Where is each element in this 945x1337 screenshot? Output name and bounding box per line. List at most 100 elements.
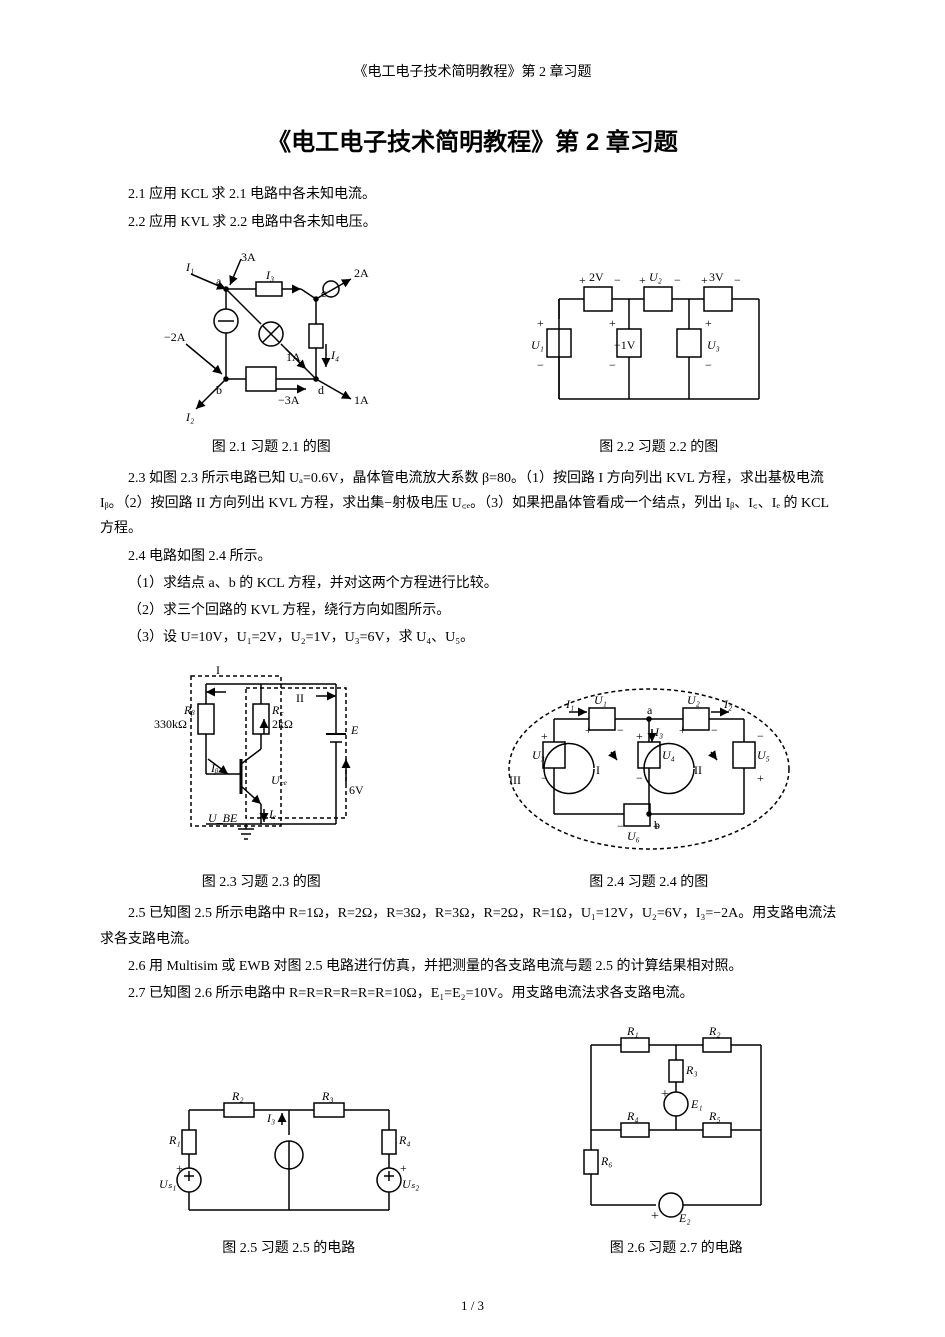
circuit-2-6-svg: + + R₁ R₂ R₃ E₁ R₄ R₅ R₆ E₂ (561, 1020, 791, 1230)
figure-row-2: I II Rᵦ 330kΩ R꜀ 2kΩ E 6V U_BE U꜀ₑ Iᵦ Iₑ… (100, 664, 845, 895)
svg-text:−: − (636, 771, 643, 785)
label-r4b: R₄ (626, 1109, 639, 1123)
running-head: 《电工电子技术简明教程》第 2 章习题 (100, 60, 845, 85)
page: 《电工电子技术简明教程》第 2 章习题 《电工电子技术简明教程》第 2 章习题 … (0, 0, 945, 1337)
label-3a: 3A (241, 250, 256, 264)
caption-2-1: 图 2.1 习题 2.1 的图 (212, 435, 331, 460)
svg-text:−: − (617, 723, 624, 737)
problem-2-4-head: 2.4 电路如图 2.4 所示。 (100, 544, 845, 569)
svg-text:−: − (705, 358, 712, 372)
svg-text:−: − (614, 273, 621, 287)
label-r5b: R₅ (708, 1109, 721, 1123)
caption-2-4: 图 2.4 习题 2.4 的图 (589, 870, 708, 895)
label-u5r: U₅ (757, 748, 770, 762)
page-number: 1 / 3 (0, 1294, 945, 1317)
label-rc: R꜀ (271, 703, 284, 717)
caption-2-6: 图 2.6 习题 2.7 的电路 (610, 1236, 743, 1261)
svg-text:−: − (537, 358, 544, 372)
label-e: E (350, 723, 359, 737)
label-i2: I₂ (185, 410, 194, 424)
label-uce: U꜀ₑ (271, 773, 287, 787)
svg-text:+: + (661, 1087, 669, 1102)
figure-2-6: + + R₁ R₂ R₃ E₁ R₄ R₅ R₆ E₂ 图 2.6 习题 2.7… (561, 1020, 791, 1261)
label-r6b: R₆ (600, 1154, 613, 1168)
label-r1b: R₁ (626, 1024, 639, 1038)
circuit-2-1-svg: a c b d I₁ I₂ I₃ I₄ 3A 2A −2A 1A −3A 1A (156, 249, 386, 429)
label-loop-i: I (216, 664, 220, 677)
label-1a: 1A (286, 350, 301, 364)
label-ube: U_BE (208, 811, 238, 825)
label-i3: I₃ (265, 268, 274, 282)
label-2a: 2A (354, 266, 369, 280)
figure-2-4: a b U₁ U₂ U₃ U₄ U₅ U₆ I₁ I₂ I₃ I II III … (499, 674, 799, 895)
label-r1: R₁ (168, 1133, 181, 1147)
svg-text:+: + (651, 1209, 659, 1224)
label-m2a: −2A (164, 330, 186, 344)
label-loop-ii: II (296, 691, 304, 705)
label-i1: I₁ (185, 260, 194, 274)
label-d: d (318, 383, 324, 397)
problem-2-2: 2.2 应用 KVL 求 2.2 电路中各未知电压。 (100, 210, 845, 235)
svg-text:+: + (541, 729, 548, 743)
label-rb: Rᵦ (183, 703, 195, 717)
problem-2-7: 2.7 已知图 2.6 所示电路中 R=R=R=R=R=R=10Ω，E₁=E₂=… (100, 981, 845, 1006)
svg-text:−: − (734, 273, 741, 287)
main-title: 《电工电子技术简明教程》第 2 章习题 (100, 121, 845, 164)
label-u6b: U₆ (627, 829, 640, 843)
label-r2: R₂ (231, 1089, 244, 1103)
label-3v: 3V (709, 270, 724, 284)
problem-2-4-3: （3）设 U=10V，U₁=2V，U₂=1V，U₃=6V，求 U₄、U₅。 (100, 625, 845, 650)
label-loop-iii: III (509, 773, 521, 787)
svg-text:−: − (674, 273, 681, 287)
label-i3c: I₃ (266, 1111, 275, 1125)
svg-text:+: + (636, 729, 643, 743)
svg-text:+: + (639, 273, 646, 287)
svg-text:+: + (701, 273, 708, 287)
label-u1t: U₁ (594, 693, 607, 707)
label-a: a (216, 274, 222, 288)
svg-text:+: + (757, 771, 764, 785)
figure-2-1: a c b d I₁ I₂ I₃ I₄ 3A 2A −2A 1A −3A 1A … (156, 249, 386, 460)
label-c: c (321, 286, 326, 300)
svg-text:+: + (537, 316, 544, 330)
label-u2t: U₂ (687, 693, 700, 707)
problem-2-1: 2.1 应用 KCL 求 2.1 电路中各未知电流。 (100, 182, 845, 207)
label-ib: Iᵦ (210, 761, 219, 775)
svg-text:+: + (585, 723, 592, 737)
svg-text:+: + (400, 1161, 407, 1175)
label-u4c: U₄ (662, 748, 675, 762)
svg-text:+: + (176, 1161, 183, 1175)
label-m3a: −3A (278, 393, 300, 407)
label-1a-b: 1A (354, 393, 369, 407)
problem-2-3: 2.3 如图 2.3 所示电路已知 Uₐ=0.6V，晶体管电流放大系数 β=80… (100, 466, 845, 542)
label-r4: R₄ (398, 1133, 411, 1147)
svg-text:−: − (609, 358, 616, 372)
label-loop-i: I (596, 763, 600, 777)
label-e2: E₂ (678, 1211, 691, 1225)
caption-2-3: 图 2.3 习题 2.3 的图 (202, 870, 321, 895)
svg-text:−: − (617, 819, 624, 833)
label-e-val: 6V (349, 783, 364, 797)
svg-text:+: + (679, 723, 686, 737)
label-us2: Uₛ₂ (402, 1177, 419, 1191)
label-m1v: −1V (614, 338, 636, 352)
label-e1: E₁ (690, 1097, 703, 1111)
svg-text:−: − (757, 729, 764, 743)
label-ie: Iₑ (268, 807, 276, 821)
svg-text:+: + (705, 316, 712, 330)
label-rb-val: 330kΩ (154, 717, 187, 731)
svg-text:+: + (653, 819, 660, 833)
circuit-2-3-svg: I II Rᵦ 330kΩ R꜀ 2kΩ E 6V U_BE U꜀ₑ Iᵦ Iₑ (146, 664, 376, 864)
circuit-2-4-svg: a b U₁ U₂ U₃ U₄ U₅ U₆ I₁ I₂ I₃ I II III … (499, 674, 799, 864)
svg-text:+: + (579, 273, 586, 287)
svg-text:+: + (609, 316, 616, 330)
label-r3b: R₃ (685, 1063, 698, 1077)
svg-text:−: − (711, 723, 718, 737)
label-i3: I₃ (654, 725, 663, 739)
label-u3l: U₃ (532, 748, 545, 762)
circuit-2-2-svg: +− +− +− +− +− +− 2V U₂ 3V U₁ −1V U₃ (529, 269, 789, 429)
figure-2-3: I II Rᵦ 330kΩ R꜀ 2kΩ E 6V U_BE U꜀ₑ Iᵦ Iₑ… (146, 664, 376, 895)
label-r3: R₃ (321, 1089, 334, 1103)
label-u1: U₁ (531, 338, 544, 352)
label-loop-ii: II (694, 763, 702, 777)
